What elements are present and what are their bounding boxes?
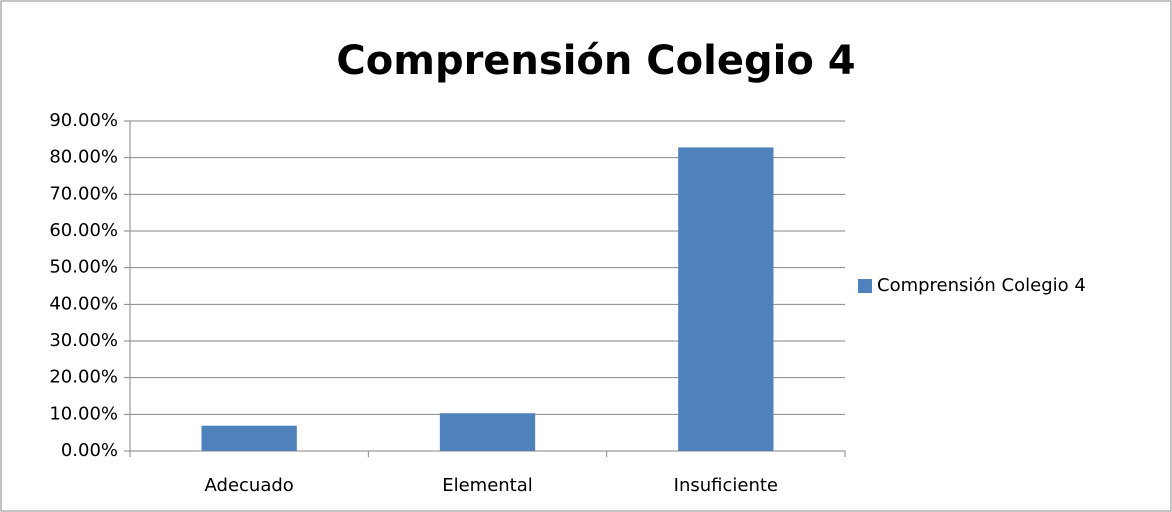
bar bbox=[201, 425, 297, 451]
y-tick-label: 50.00% bbox=[49, 257, 118, 278]
y-tick-label: 80.00% bbox=[49, 147, 118, 168]
y-tick-label: 40.00% bbox=[49, 293, 118, 314]
chart-title: Comprensión Colegio 4 bbox=[336, 38, 855, 84]
y-tick-label: 60.00% bbox=[49, 220, 118, 241]
y-tick-label: 90.00% bbox=[49, 110, 118, 131]
y-tick-label: 20.00% bbox=[49, 367, 118, 388]
y-tick-label: 10.00% bbox=[49, 403, 118, 424]
x-tick-label: Insuficiente bbox=[674, 475, 778, 496]
bar bbox=[439, 413, 536, 451]
x-tick-label: Adecuado bbox=[205, 475, 294, 496]
y-tick-label: 30.00% bbox=[49, 330, 118, 351]
y-tick-label: 0.00% bbox=[61, 440, 118, 461]
x-tick-label: Elemental bbox=[442, 475, 533, 496]
y-tick-label: 70.00% bbox=[49, 183, 118, 204]
legend-label: Comprensión Colegio 4 bbox=[877, 275, 1086, 296]
bar bbox=[678, 147, 774, 451]
legend-swatch bbox=[858, 279, 872, 293]
